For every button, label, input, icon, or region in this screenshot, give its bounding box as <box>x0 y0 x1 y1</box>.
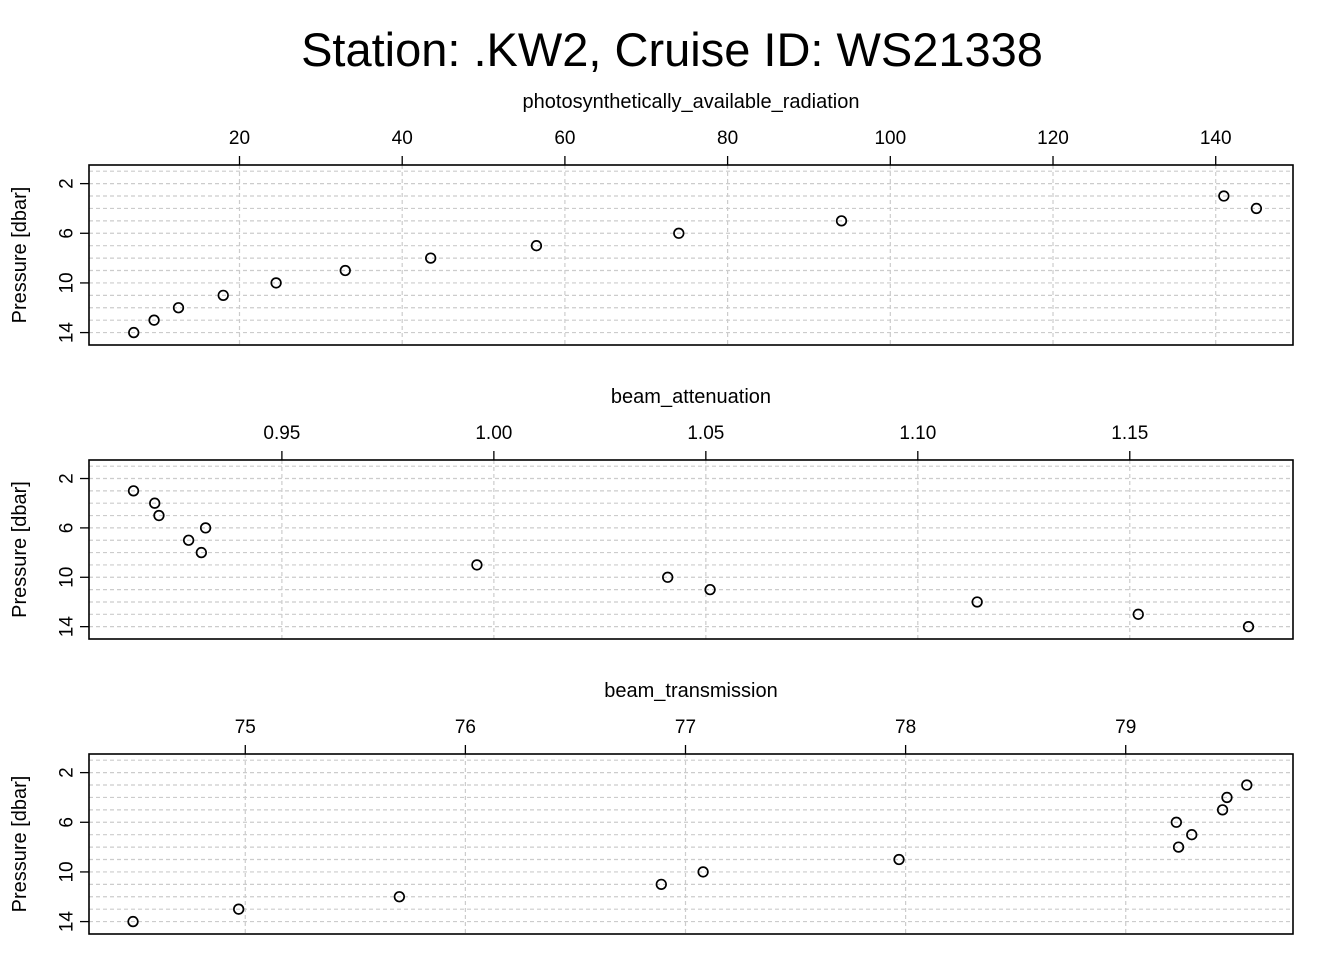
y-axis-label: Pressure [dbar] <box>9 187 31 324</box>
x-tick-label: 20 <box>229 128 250 149</box>
panel-2: 0.95 1.00 1.05 1.10 1.15 2 6 10 14 beam_attenuati… <box>9 386 1293 639</box>
y-tick-label: 10 <box>57 272 78 293</box>
y-tick-label: 10 <box>57 861 78 882</box>
y-tick-label: 10 <box>57 567 78 588</box>
x-tick-label: 140 <box>1200 128 1232 149</box>
plot-frame <box>89 754 1293 934</box>
plot-frame <box>89 460 1293 639</box>
y-tick-label: 2 <box>57 767 78 778</box>
x-tick-label: 76 <box>455 717 476 738</box>
y-tick-label: 14 <box>57 911 78 933</box>
y-axis-label: Pressure [dbar] <box>9 481 31 618</box>
x-tick-label: 1.10 <box>899 423 936 444</box>
x-tick-label: 80 <box>717 128 738 149</box>
y-tick-label: 2 <box>57 473 78 484</box>
x-tick-label: 1.05 <box>687 423 724 444</box>
x-tick-label: 75 <box>235 717 256 738</box>
y-axis-label: Pressure [dbar] <box>9 776 31 913</box>
x-tick-label: 1.00 <box>475 423 512 444</box>
x-tick-label: 40 <box>392 128 413 149</box>
panel-title: beam_transmission <box>604 680 777 702</box>
x-tick-label: 0.95 <box>263 423 300 444</box>
y-tick-label: 14 <box>57 616 78 638</box>
x-tick-label: 77 <box>675 717 696 738</box>
y-tick-label: 6 <box>57 523 78 534</box>
x-tick-label: 60 <box>554 128 575 149</box>
panel-1: 20 40 60 80 100 120 140 2 6 10 14 photosyntheticall… <box>9 91 1293 345</box>
panel-3: 75 76 77 78 79 2 6 10 14 beam_transmission Pressur… <box>9 680 1293 934</box>
x-tick-label: 1.15 <box>1111 423 1148 444</box>
x-tick-label: 100 <box>874 128 906 149</box>
x-tick-label: 79 <box>1115 717 1136 738</box>
y-tick-label: 2 <box>57 178 78 189</box>
y-tick-label: 6 <box>57 228 78 239</box>
y-tick-label: 14 <box>57 322 78 344</box>
panel-title: beam_attenuation <box>611 386 771 408</box>
panel-title: photosynthetically_available_radiation <box>523 91 860 113</box>
y-tick-label: 6 <box>57 817 78 828</box>
x-tick-label: 78 <box>895 717 916 738</box>
x-tick-label: 120 <box>1037 128 1069 149</box>
plot-frame <box>89 165 1293 345</box>
